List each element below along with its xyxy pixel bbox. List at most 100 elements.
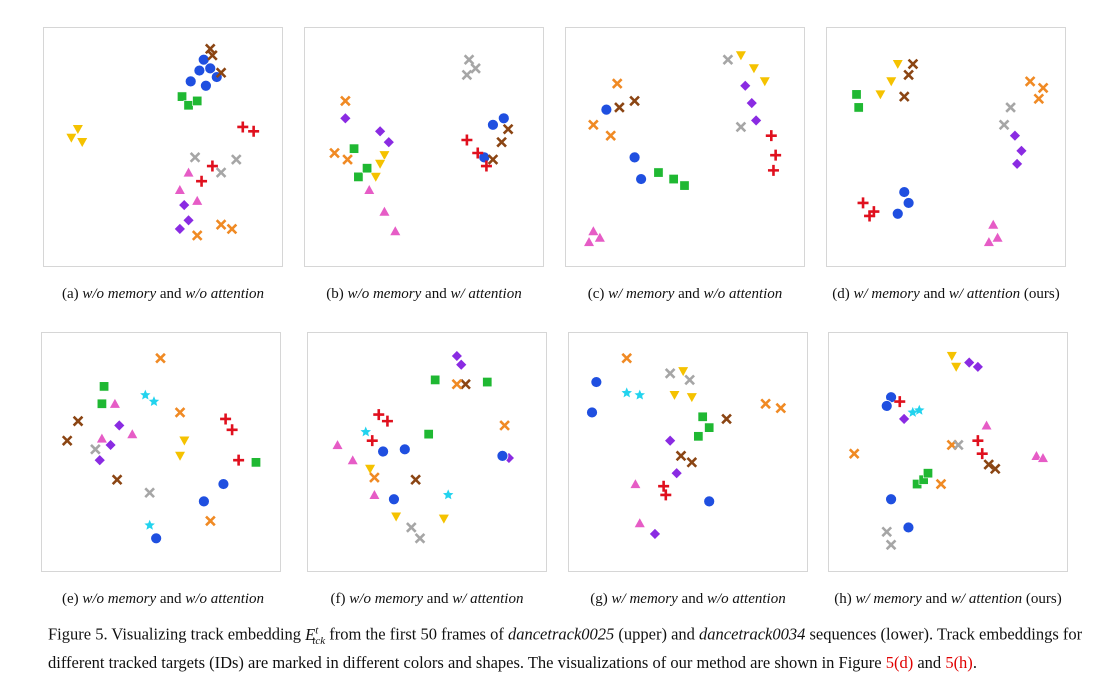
point-c-red-plus-1 <box>770 149 782 161</box>
scatter-plot-h <box>848 351 1049 551</box>
point-f-blue-circle-3 <box>496 449 509 462</box>
point-a-blue-circle-4 <box>199 79 212 92</box>
point-e-pink-triangle-1 <box>95 432 108 444</box>
point-h-purple-diamond-2 <box>898 413 911 425</box>
point-c-blue-circle-1 <box>628 151 641 164</box>
point-d-purple-diamond-2 <box>1011 157 1024 170</box>
point-a-green-square-0 <box>177 91 188 102</box>
point-f-purple-diamond-0 <box>450 350 463 362</box>
point-e-blue-circle-1 <box>197 495 210 508</box>
point-e-red-plus-0 <box>220 413 232 425</box>
point-g-brown-cross-1 <box>675 450 687 462</box>
point-f-blue-circle-1 <box>398 443 411 456</box>
figure-ref-5d[interactable]: 5(d) <box>885 652 914 672</box>
figure-ref-5h[interactable]: 5(h) <box>945 652 973 672</box>
point-a-pink-triangle-0 <box>182 166 195 178</box>
subcaption-d: (d) w/ memory and w/ attention (ours) <box>832 286 1060 302</box>
point-a-green-square-2 <box>192 95 203 106</box>
scatter-plot-d <box>851 58 1049 247</box>
point-h-orange-cross-1 <box>935 478 947 490</box>
scatter-plot-c <box>583 50 782 247</box>
point-a-yellow-triangle-down-0 <box>71 124 84 136</box>
point-b-blue-circle-0 <box>497 112 510 125</box>
scatter-panel-e <box>41 332 281 572</box>
point-h-blue-circle-1 <box>880 400 893 412</box>
point-f-brown-cross-0 <box>460 378 471 390</box>
point-d-orange-cross-0 <box>1024 76 1036 87</box>
point-b-red-plus-0 <box>461 134 473 146</box>
point-e-brown-cross-2 <box>111 474 123 486</box>
point-d-blue-circle-0 <box>898 186 911 198</box>
point-c-yellow-triangle-down-0 <box>734 50 747 62</box>
point-e-green-square-2 <box>251 457 261 468</box>
point-d-gray-cross-1 <box>998 119 1010 131</box>
point-f-pink-triangle-2 <box>368 488 381 500</box>
scatter-panel-a <box>43 27 283 267</box>
point-h-green-square-2 <box>922 468 933 479</box>
point-c-purple-diamond-0 <box>739 79 752 92</box>
point-g-purple-diamond-2 <box>649 528 661 540</box>
point-a-gray-cross-2 <box>189 152 201 163</box>
point-c-orange-cross-1 <box>588 119 599 131</box>
point-a-orange-cross-1 <box>226 223 238 235</box>
point-g-red-plus-0 <box>658 480 670 492</box>
scatter-plot-e <box>61 352 261 545</box>
point-f-gray-cross-0 <box>405 522 417 533</box>
point-b-pink-triangle-0 <box>363 183 376 195</box>
subcaption-c: (c) w/ memory and w/o attention <box>587 286 783 302</box>
point-d-blue-circle-2 <box>891 207 904 220</box>
point-a-red-plus-1 <box>248 125 260 137</box>
point-d-purple-diamond-0 <box>1009 129 1021 142</box>
point-b-purple-diamond-1 <box>374 125 387 138</box>
point-h-pink-triangle-0 <box>980 419 993 431</box>
point-b-gray-cross-0 <box>463 54 475 66</box>
point-g-yellow-triangle-down-2 <box>668 390 681 402</box>
point-f-cyan-star-1 <box>443 489 454 500</box>
point-e-red-plus-2 <box>233 454 245 466</box>
point-f-cyan-star-0 <box>360 426 371 437</box>
point-e-purple-diamond-2 <box>113 419 126 432</box>
point-c-gray-cross-1 <box>735 121 747 133</box>
scatter-panel-g <box>568 332 808 572</box>
point-e-blue-circle-2 <box>150 532 163 545</box>
point-a-brown-cross-2 <box>204 43 216 55</box>
point-d-pink-triangle-0 <box>987 218 1000 230</box>
point-a-blue-circle-0 <box>193 64 206 77</box>
point-a-blue-circle-3 <box>184 75 197 88</box>
point-f-pink-triangle-0 <box>331 438 344 450</box>
point-g-orange-cross-1 <box>760 398 771 410</box>
point-f-blue-circle-2 <box>388 493 400 506</box>
point-g-green-square-1 <box>704 422 715 433</box>
point-h-red-plus-0 <box>894 396 906 408</box>
scatter-panel-c <box>565 27 805 267</box>
point-c-orange-cross-2 <box>605 130 617 141</box>
point-h-cyan-star-0 <box>907 406 918 417</box>
scatter-panel-d <box>826 27 1066 267</box>
point-a-blue-circle-2 <box>204 62 217 75</box>
point-c-purple-diamond-2 <box>750 114 763 127</box>
point-e-orange-cross-1 <box>174 407 186 418</box>
point-a-red-plus-3 <box>196 175 208 187</box>
point-h-brown-cross-1 <box>989 463 1001 475</box>
point-c-pink-triangle-2 <box>583 235 596 247</box>
point-g-purple-diamond-0 <box>664 434 677 447</box>
subcaption-g: (g) w/ memory and w/o attention <box>590 591 786 607</box>
point-d-orange-cross-1 <box>1033 93 1045 105</box>
point-g-pink-triangle-1 <box>633 516 646 528</box>
point-g-green-square-2 <box>693 431 704 442</box>
point-d-orange-cross-2 <box>1037 82 1049 94</box>
point-f-blue-circle-0 <box>377 445 389 458</box>
point-e-yellow-triangle-down-1 <box>174 451 187 462</box>
point-c-green-square-1 <box>668 174 679 185</box>
point-e-brown-cross-1 <box>72 415 84 427</box>
subcaption-h: (h) w/ memory and w/ attention (ours) <box>834 591 1062 607</box>
point-f-pink-triangle-1 <box>346 454 359 465</box>
point-b-yellow-triangle-down-1 <box>374 159 387 170</box>
point-d-purple-diamond-1 <box>1015 144 1028 157</box>
point-a-red-plus-0 <box>237 121 249 133</box>
point-a-yellow-triangle-down-2 <box>76 137 89 149</box>
point-f-purple-diamond-1 <box>455 358 468 371</box>
point-g-blue-circle-1 <box>586 406 598 419</box>
point-b-red-plus-2 <box>480 160 492 172</box>
point-e-cyan-star-2 <box>144 519 155 530</box>
